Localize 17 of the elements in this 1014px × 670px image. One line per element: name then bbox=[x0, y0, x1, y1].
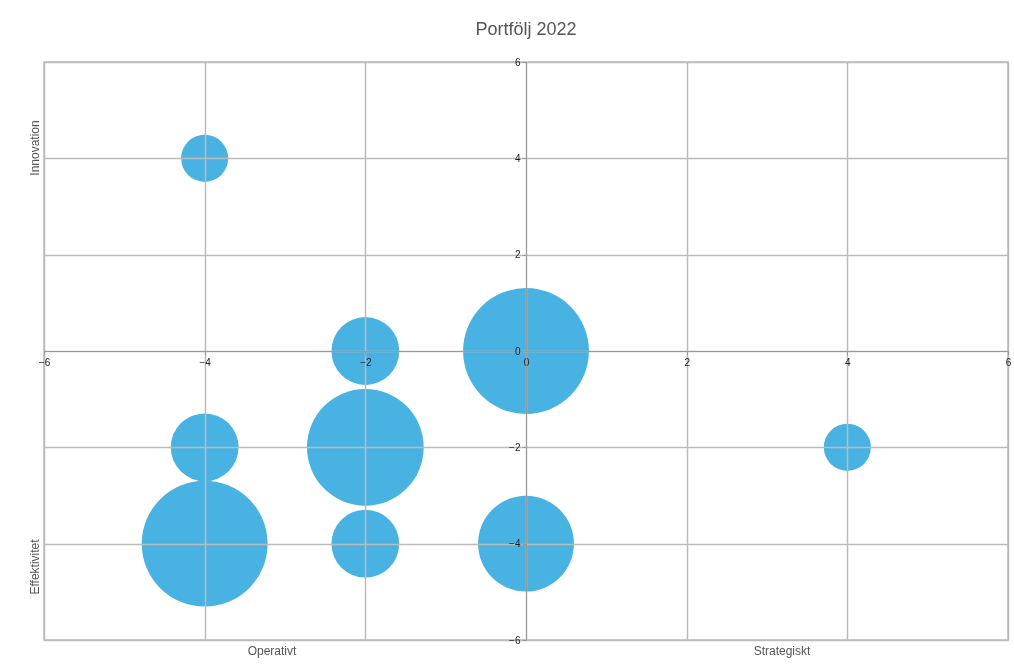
y-tick-label: 6 bbox=[514, 56, 521, 68]
y-tick-label: −2 bbox=[509, 441, 521, 453]
text: Strategiskt bbox=[753, 644, 811, 658]
text: Innovation bbox=[28, 120, 42, 176]
y-tick-label: 4 bbox=[514, 152, 521, 164]
y-tick-label: −4 bbox=[509, 538, 521, 550]
text: Effektivitet bbox=[28, 538, 42, 595]
x-tick-label: −4 bbox=[199, 356, 212, 368]
x-tick-label: 6 bbox=[1005, 356, 1012, 368]
y-tick-label: −6 bbox=[509, 634, 521, 646]
x-tick-label: −6 bbox=[38, 356, 51, 368]
x-tick-label: 4 bbox=[845, 356, 852, 368]
x-tick-label: 2 bbox=[684, 356, 691, 368]
text: Operativt bbox=[247, 644, 298, 658]
y-tick-label: 2 bbox=[514, 249, 521, 261]
chart-title: Portfölj 2022 bbox=[475, 19, 577, 39]
y-tick-label: 0 bbox=[514, 345, 521, 357]
